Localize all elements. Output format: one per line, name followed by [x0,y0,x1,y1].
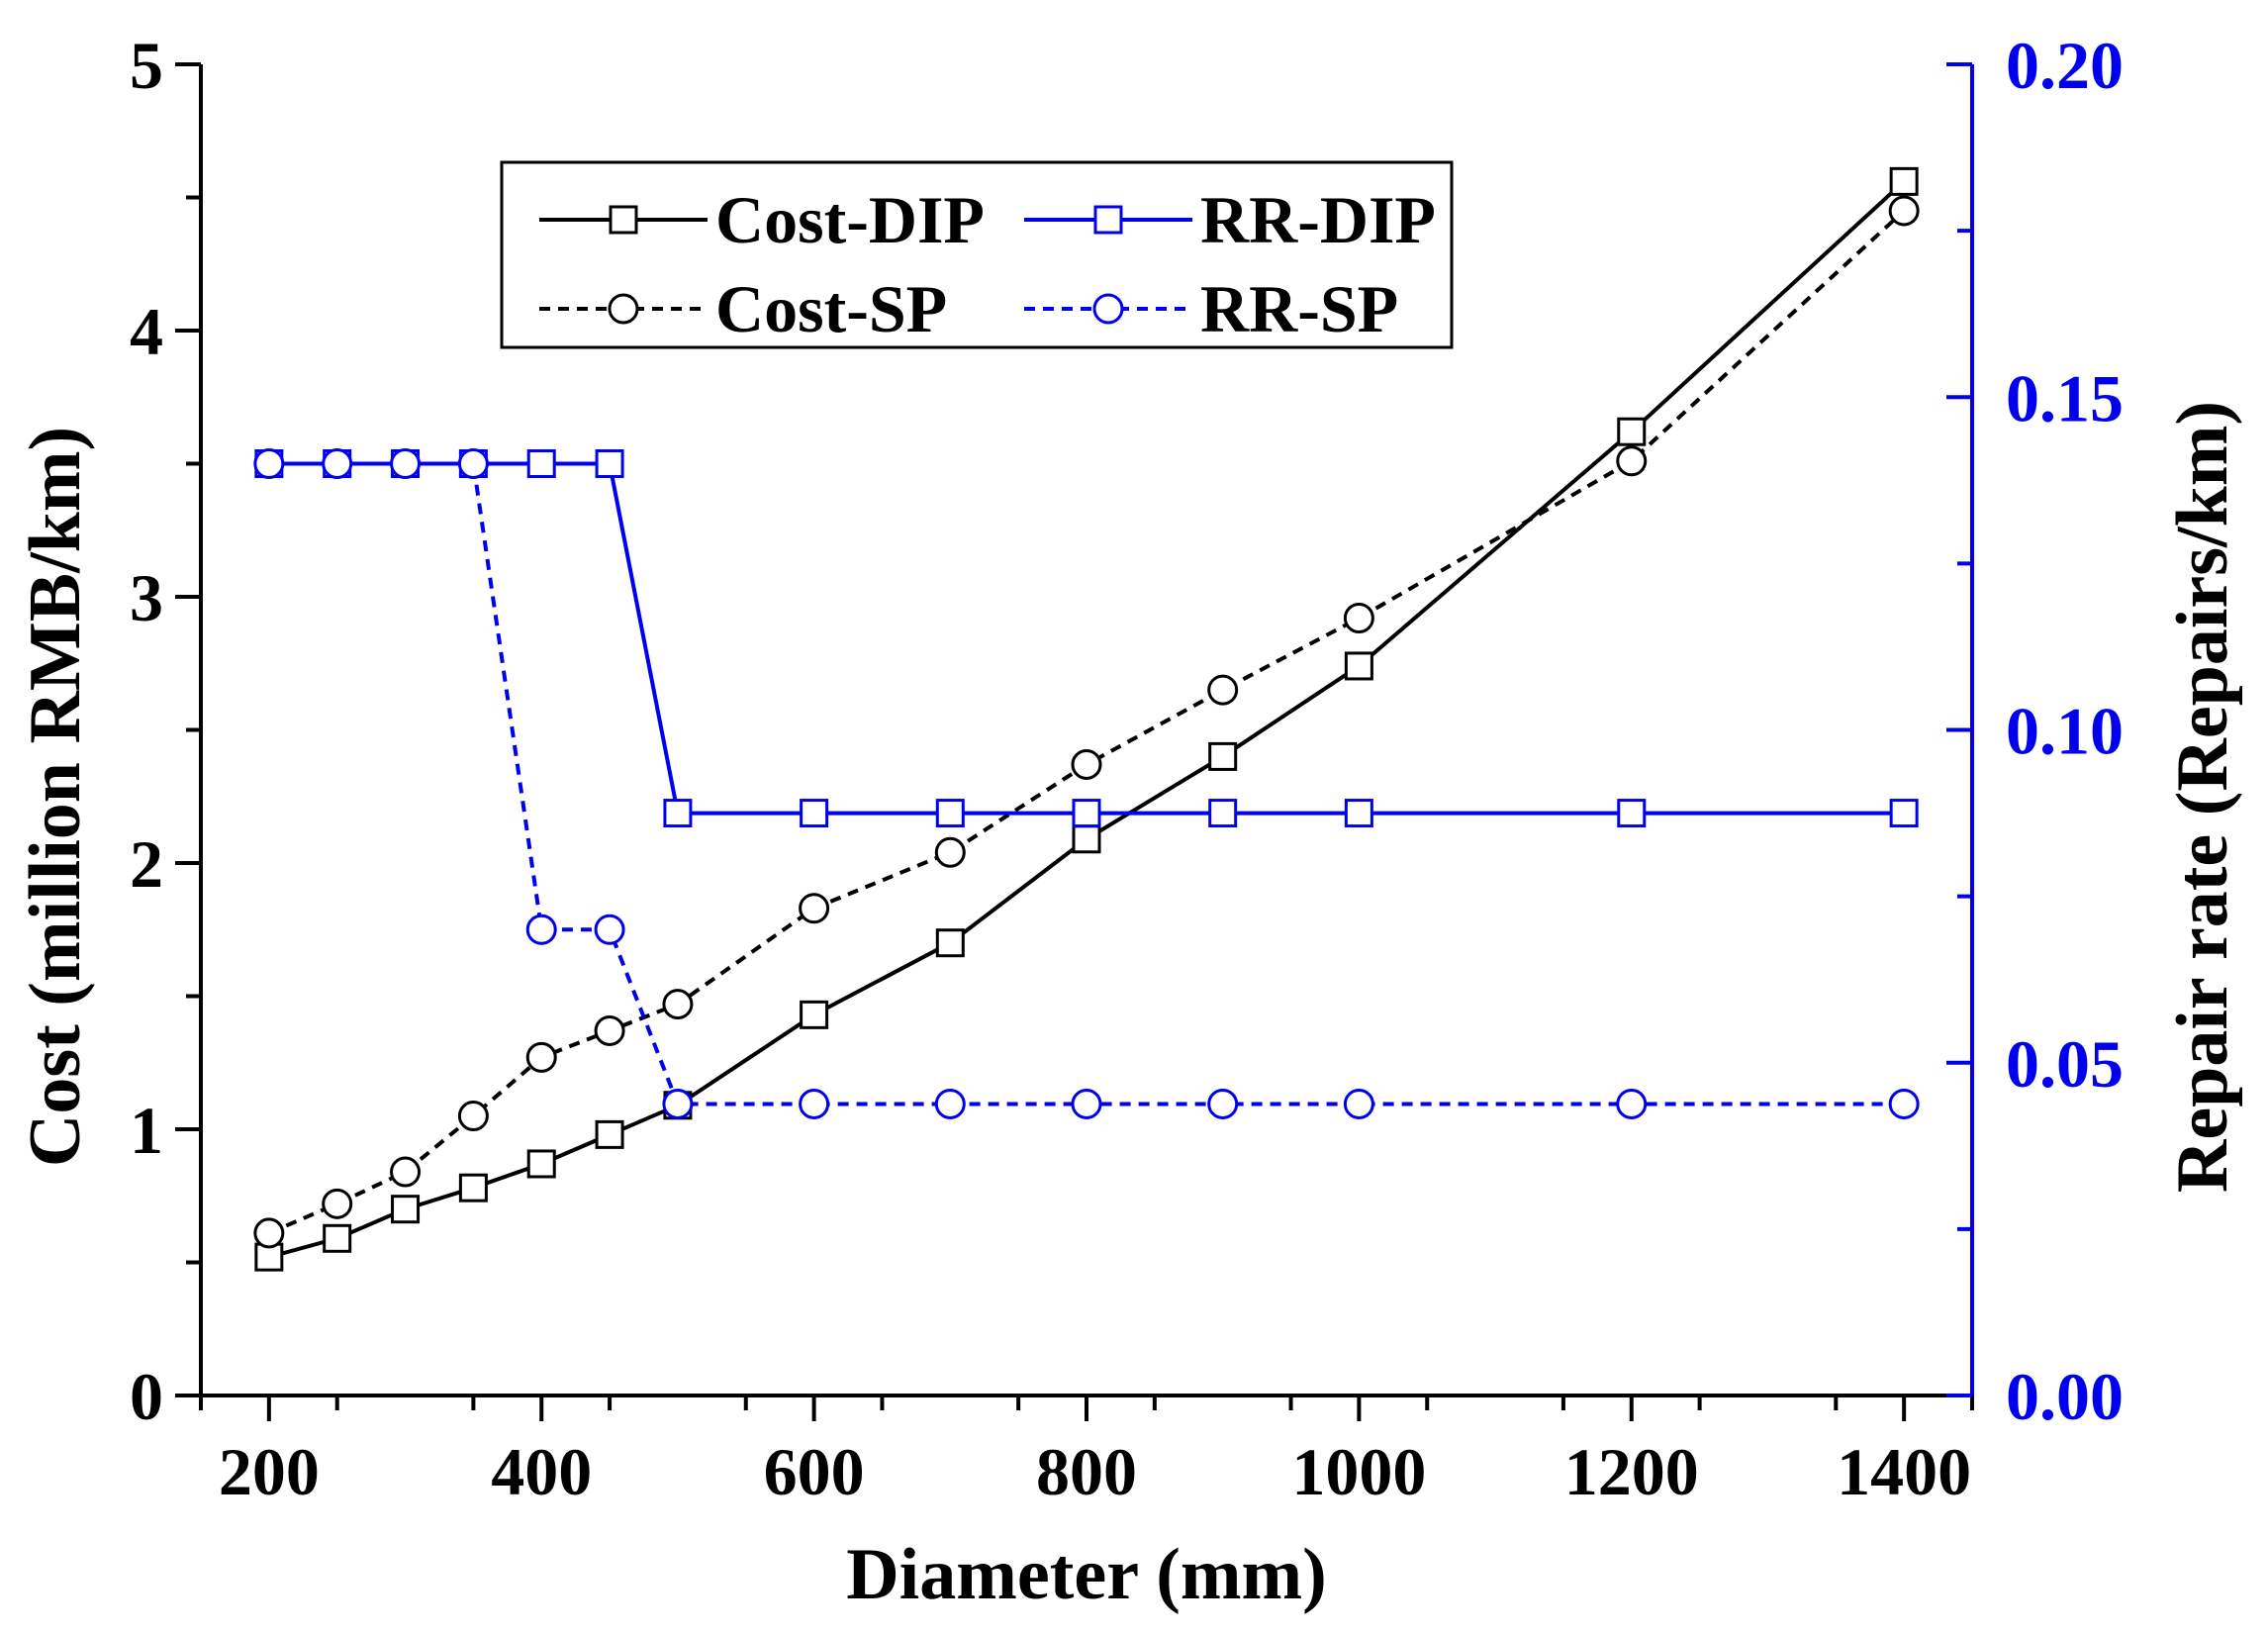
y-left-tick-label: 5 [130,28,163,103]
cost-sp-point [1343,603,1374,634]
rr-sp-point [799,1088,830,1119]
y-left-tick-label: 2 [130,826,163,902]
y-right-tick-label: 0.10 [2006,694,2124,769]
legend-swatch-marker [1092,293,1124,325]
rr-dip-point [935,799,965,828]
cost-dip-point [323,1223,352,1253]
y-right-tick-label: 0.05 [2006,1026,2124,1102]
rr-dip-point [1889,799,1919,828]
legend-item-cost-sp: Cost-SP [539,271,947,346]
legend-box [500,160,1454,349]
rr-dip-point [1072,799,1101,828]
y-axis-title-left: Cost (million RMB/km) [15,427,96,1167]
rr-sp-point [322,448,353,479]
rr-sp-point [1888,1088,1920,1119]
rr-dip-point [663,799,693,828]
cost-dip-point [935,928,965,958]
rr-sp-point [934,1088,966,1119]
legend-label: Cost-DIP [715,182,985,257]
cost-sp-point [457,1101,489,1132]
cost-dip-point [595,1119,624,1149]
x-tick-label: 800 [1036,1434,1137,1509]
cost-dip-point [1072,824,1101,854]
x-axis-title: Diameter (mm) [846,1534,1327,1615]
y-left-tick-label: 0 [130,1359,163,1434]
y-right-tick-label: 0.15 [2006,360,2124,435]
legend-label: RR-DIP [1200,182,1436,257]
legend-item-rr-dip: RR-DIP [1024,182,1436,257]
cost-dip-point [254,1242,284,1272]
y-right-tick-label: 0.20 [2006,28,2124,103]
rr-sp-point [1616,1088,1648,1119]
rr-sp-point [662,1088,694,1119]
x-tick-label: 600 [764,1434,865,1509]
rr-sp-point [1071,1088,1102,1119]
cost-dip-point [1889,166,1919,196]
rr-sp-point [253,448,285,479]
cost-sp-point [390,1156,422,1188]
cost-sp-point [1888,195,1920,227]
legend-swatch-marker [608,293,639,325]
cost-dip-point [391,1195,421,1224]
y-axis-title-right: Repair rate (Repairs/km) [2162,401,2243,1193]
y-right-tick-label: 0.00 [2006,1359,2124,1434]
cost-dip-point [1208,741,1238,771]
cost-sp-point [1071,748,1102,780]
legend-item-rr-sp: RR-SP [1024,271,1398,346]
cost-dip-point [1344,651,1373,681]
cost-sp-point [662,989,694,1020]
y-left-tick-label: 4 [130,294,163,369]
y-left-tick-label: 1 [130,1093,163,1168]
series-cost-sp [253,195,1920,1249]
rr-dip-point [1617,799,1647,828]
rr-sp-point [525,914,557,945]
cost-sp-line [268,209,1906,1235]
legend-swatch-marker [1093,205,1123,235]
x-tick-label: 1200 [1564,1434,1699,1509]
x-tick-label: 1400 [1837,1434,1971,1509]
cost-sp-point [1207,674,1239,706]
cost-sp-point [594,1014,625,1046]
legend-label: Cost-SP [715,271,947,346]
cost-sp-point [934,836,966,868]
x-tick-label: 400 [491,1434,592,1509]
rr-sp-line [268,461,1905,1107]
cost-sp-point [253,1217,285,1249]
rr-dip-point [1344,799,1373,828]
cost-dip-point [800,1000,829,1029]
rr-sp-point [594,914,625,945]
cost-dip-point [526,1149,556,1179]
rr-dip-point [526,449,556,478]
rr-sp-point [1207,1088,1239,1119]
legend-swatch-marker [609,205,638,235]
cost-sp-point [799,893,830,924]
x-tick-label: 1000 [1291,1434,1426,1509]
cost-dip-point [458,1173,488,1203]
rr-sp-point [1343,1088,1374,1119]
cost-sp-point [322,1188,353,1219]
y-left-tick-label: 3 [130,560,163,635]
cost-sp-point [525,1041,557,1073]
rr-sp-point [457,448,489,479]
rr-dip-point [800,799,829,828]
legend-label: RR-SP [1200,271,1398,346]
cost-sp-point [1616,445,1648,477]
series-rr-sp [253,448,1920,1119]
cost-dip-point [1617,417,1647,446]
rr-dip-point [595,449,624,478]
rr-sp-point [390,448,422,479]
legend-item-cost-dip: Cost-DIP [539,182,985,257]
x-tick-label: 200 [219,1434,320,1509]
rr-dip-point [1208,799,1238,828]
